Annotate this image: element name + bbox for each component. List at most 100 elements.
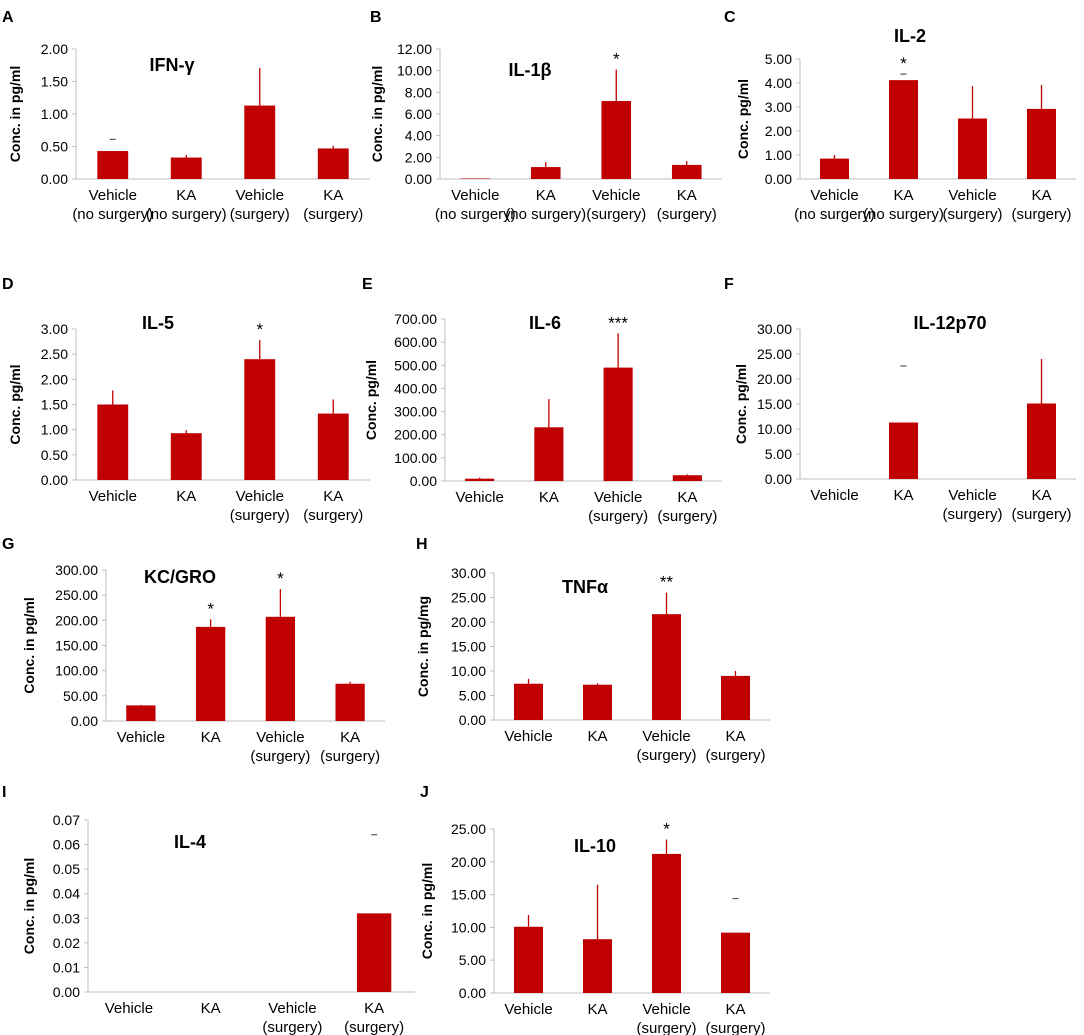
significance-marker: *	[256, 320, 263, 339]
y-tick-label: 0.00	[765, 471, 792, 487]
y-tick-label: 0.00	[410, 473, 437, 489]
x-tick-label: Vehicle	[451, 187, 499, 204]
bar	[958, 118, 987, 179]
bar	[672, 475, 702, 481]
x-tick-label: KA	[677, 187, 697, 204]
x-tick-label: Vehicle	[504, 728, 552, 745]
y-tick-label: 250.00	[55, 587, 98, 603]
bar	[820, 158, 849, 179]
bar	[1027, 108, 1056, 179]
x-tick-label: (no surgery)	[794, 206, 875, 223]
x-tick-label: (no surgery)	[435, 206, 516, 223]
y-tick-label: 15.00	[451, 887, 486, 903]
chart-panel-f: F 0.00 5.00 10.00 15.00 20.00 25.00 30.00 Conc. …	[724, 276, 1076, 523]
chart-panel-a: A 0.00 0.50 1.00 1.50 2.00 Conc. in pg/ml IFN-γ…	[2, 9, 370, 223]
y-tick-label: 2.50	[41, 346, 68, 362]
x-tick-label: (surgery)	[230, 507, 290, 524]
y-tick-label: 3.00	[41, 321, 68, 337]
y-tick-label: 6.00	[405, 106, 432, 122]
x-tick-label: (surgery)	[262, 1019, 322, 1035]
x-tick-label: (no surgery)	[505, 206, 586, 223]
y-tick-label: 0.05	[53, 861, 80, 877]
y-tick-label: 0.07	[53, 812, 80, 828]
y-axis-title: Conc. pg/ml	[735, 79, 751, 159]
chart-title: IL-10	[574, 836, 616, 856]
y-axis-title: Conc. in pg/ml	[419, 863, 435, 959]
bar	[603, 367, 633, 481]
x-tick-label: KA	[1031, 187, 1051, 204]
x-tick-label: KA	[893, 187, 913, 204]
bar	[97, 151, 129, 179]
y-tick-label: 700.00	[394, 311, 437, 327]
x-tick-label: (surgery)	[705, 1020, 765, 1035]
y-tick-label: 400.00	[394, 380, 437, 396]
y-tick-label: 15.00	[757, 396, 792, 412]
y-tick-label: 0.00	[41, 171, 68, 187]
chart-panel-g: G 0.00 50.00 100.00 150.00 200.00 250.00 300.00…	[2, 536, 385, 765]
bar	[170, 433, 202, 480]
bar	[583, 939, 612, 993]
bar	[195, 626, 226, 721]
y-tick-label: 1.00	[41, 106, 68, 122]
x-tick-label: KA	[340, 729, 360, 746]
x-tick-label: Vehicle	[642, 1001, 690, 1018]
y-axis-title: Conc. pg/ml	[7, 364, 23, 444]
y-tick-label: 20.00	[451, 854, 486, 870]
x-tick-label: Vehicle	[642, 728, 690, 745]
panel-letter: E	[362, 276, 373, 293]
x-tick-label: KA	[201, 1000, 221, 1017]
y-axis-title: Conc. in pg/ml	[369, 66, 385, 162]
x-tick-label: KA	[587, 728, 607, 745]
bar	[652, 614, 681, 720]
y-tick-label: 0.00	[459, 985, 486, 1001]
x-tick-label: (surgery)	[1011, 506, 1071, 523]
bar	[889, 80, 918, 179]
y-tick-label: 0.06	[53, 837, 80, 853]
y-tick-label: 25.00	[451, 590, 486, 606]
x-tick-label: Vehicle	[236, 488, 284, 505]
y-tick-label: 20.00	[451, 614, 486, 630]
y-tick-label: 10.00	[451, 663, 486, 679]
chart-title: IL-4	[174, 832, 206, 852]
y-axis-title: Conc. pg/ml	[363, 360, 379, 440]
y-tick-label: 2.00	[765, 123, 792, 139]
chart-panel-b: B 0.00 2.00 4.00 6.00 8.00 10.00 12.00 Conc. in …	[369, 9, 722, 223]
y-tick-label: 15.00	[451, 639, 486, 655]
y-tick-label: 1.50	[41, 74, 68, 90]
significance-marker: ***	[608, 313, 628, 332]
y-tick-label: 5.00	[765, 446, 792, 462]
y-tick-label: 3.00	[765, 99, 792, 115]
chart-title: KC/GRO	[144, 567, 216, 587]
y-tick-label: 10.00	[757, 421, 792, 437]
bar	[335, 683, 365, 721]
y-axis-title: Conc. in pg/mg	[415, 596, 431, 697]
y-tick-label: 200.00	[55, 612, 98, 628]
bar	[514, 683, 543, 720]
y-tick-label: 8.00	[405, 84, 432, 100]
y-tick-label: 0.50	[41, 139, 68, 155]
y-tick-label: 0.00	[53, 984, 80, 1000]
significance-marker: **	[660, 573, 674, 592]
panel-letter: F	[724, 276, 734, 293]
x-tick-label: KA	[323, 488, 343, 505]
x-tick-label: (surgery)	[657, 206, 717, 223]
x-tick-label: KA	[1031, 487, 1051, 504]
x-tick-label: Vehicle	[810, 487, 858, 504]
bar	[465, 478, 495, 481]
y-tick-label: 4.00	[405, 128, 432, 144]
bar	[356, 913, 392, 992]
bar	[170, 157, 202, 179]
panel-letter: I	[2, 784, 6, 801]
y-tick-label: 2.00	[405, 149, 432, 165]
bar	[126, 705, 156, 721]
significance-marker: *	[277, 569, 284, 588]
y-tick-label: 100.00	[394, 450, 437, 466]
x-tick-label: (surgery)	[705, 747, 765, 764]
chart-panel-d: D 0.00 0.50 1.00 1.50 2.00 2.50 3.00 Conc. pg/ml…	[2, 276, 370, 524]
x-tick-label: KA	[539, 489, 559, 506]
chart-title: TNFα	[562, 577, 608, 597]
y-tick-label: 0.02	[53, 935, 80, 951]
x-tick-label: KA	[677, 489, 697, 506]
x-tick-label: Vehicle	[89, 187, 137, 204]
